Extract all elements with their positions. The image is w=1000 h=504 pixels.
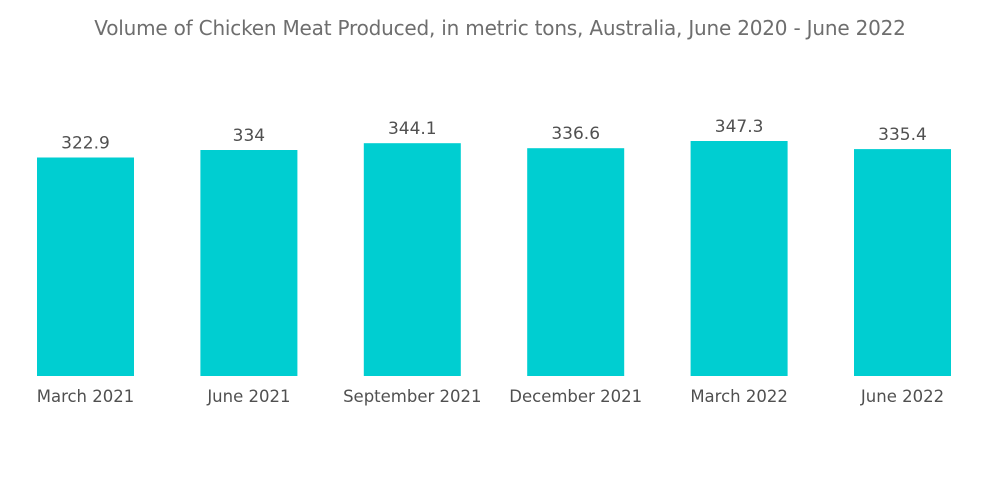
value-label: 347.3 [715, 117, 764, 137]
bars-group [37, 141, 951, 376]
x-tick-label: September 2021 [343, 387, 481, 406]
x-tick-labels-group: March 2021 June 2021 September 2021 Decembe… [37, 387, 944, 406]
bar-september-2021 [363, 143, 461, 376]
x-tick-label: December 2021 [509, 387, 642, 406]
bar-march-2021 [37, 157, 134, 376]
chart-title: Volume of Chicken Meat Produced, in metr… [94, 16, 906, 40]
bar-june-2022 [854, 149, 951, 376]
value-label: 334 [233, 126, 265, 146]
value-label: 336.6 [551, 124, 600, 144]
bar-december-2021 [527, 148, 625, 376]
x-tick-label: March 2022 [690, 387, 788, 406]
x-tick-label: June 2022 [860, 387, 944, 406]
value-labels-group: 322.9 334 344.1 336.6 347.3 335.4 [61, 117, 927, 154]
value-label: 335.4 [878, 125, 927, 145]
x-tick-label: March 2021 [37, 387, 135, 406]
bar-june-2021 [200, 150, 298, 376]
x-tick-label: June 2021 [206, 387, 290, 406]
bar-march-2022 [690, 141, 788, 376]
value-label: 344.1 [388, 119, 437, 139]
value-label: 322.9 [61, 134, 110, 154]
